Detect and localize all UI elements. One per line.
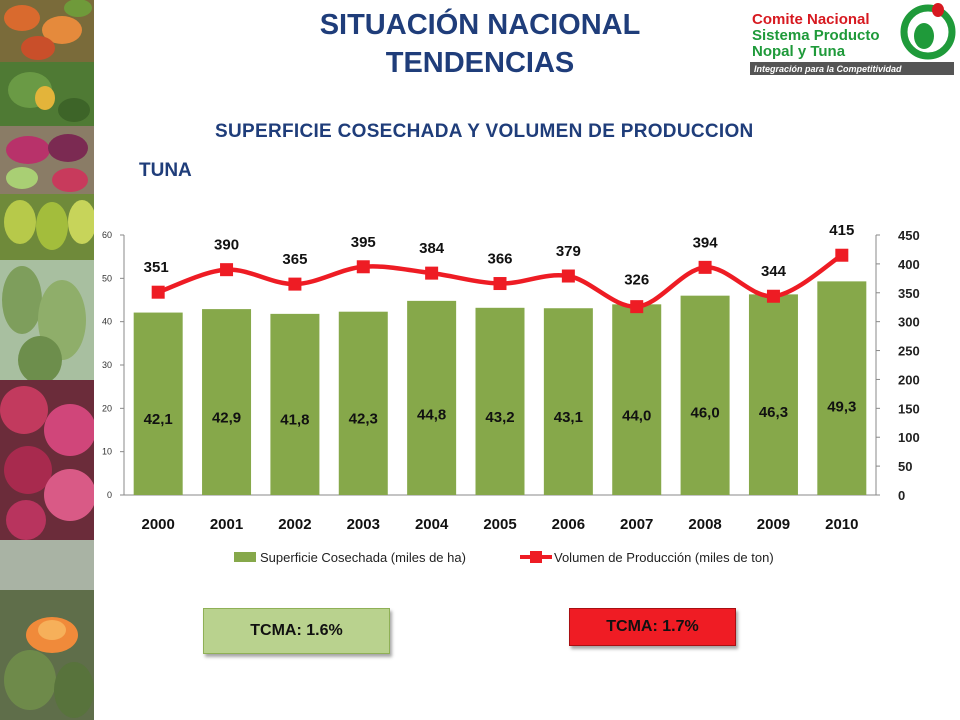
legend-bar-swatch	[234, 552, 256, 562]
bar-value-label: 44,0	[622, 408, 651, 425]
bar-value-label: 42,1	[144, 411, 173, 428]
line-marker	[835, 248, 849, 262]
x-tick-label: 2005	[483, 516, 516, 533]
bar-value-label: 44,8	[417, 406, 446, 423]
x-tick-label: 2004	[415, 516, 449, 533]
bar	[338, 311, 388, 495]
line-value-label: 326	[624, 272, 649, 289]
right-tick-label: 100	[898, 430, 920, 445]
right-tick-label: 200	[898, 372, 920, 387]
page-title: SITUACIÓN NACIONAL	[319, 9, 641, 41]
bar	[680, 295, 730, 495]
left-tick-label: 50	[102, 273, 112, 283]
bar-value-label: 42,9	[212, 409, 241, 426]
left-tick-label: 30	[102, 360, 112, 370]
line-marker	[630, 300, 644, 314]
line-value-label: 415	[829, 222, 854, 239]
area-growth-badge: TCMA: 1.6%	[203, 608, 390, 654]
line-marker	[766, 289, 780, 303]
red-tuna-photo	[0, 380, 94, 540]
production-line	[157, 253, 844, 309]
line-marker	[698, 260, 712, 274]
bar	[133, 312, 183, 495]
x-tick-label: 2000	[141, 516, 174, 533]
bar-value-label: 43,1	[554, 409, 583, 426]
logo-line-3: Nopal y Tuna	[752, 43, 846, 60]
nopal-logo-icon	[900, 3, 956, 60]
committee-logo: Comite Nacional Sistema Producto Nopal y…	[750, 3, 956, 75]
line-value-label: 365	[282, 251, 307, 268]
logo-line-2: Sistema Producto	[752, 27, 880, 44]
line-marker	[220, 263, 234, 277]
bar	[817, 281, 867, 495]
photo-strip	[0, 0, 94, 720]
x-tick-label: 2008	[688, 516, 721, 533]
x-tick-label: 2001	[210, 516, 243, 533]
bar-value-label: 46,3	[759, 404, 788, 421]
x-tick-label: 2002	[278, 516, 311, 533]
cactus-pad-photo	[0, 62, 94, 126]
line-value-label: 395	[351, 234, 376, 251]
right-tick-label: 150	[898, 401, 920, 416]
right-tick-label: 300	[898, 315, 920, 330]
left-tick-label: 0	[107, 490, 112, 500]
bar	[543, 308, 593, 495]
legend-line-marker	[530, 551, 542, 563]
x-tick-label: 2010	[825, 516, 858, 533]
bar-value-label: 41,8	[280, 411, 309, 428]
bar-value-label: 43,2	[485, 409, 514, 426]
line-marker	[425, 266, 439, 280]
bar	[475, 307, 525, 495]
right-tick-label: 400	[898, 257, 920, 272]
bar	[407, 300, 457, 495]
x-tick-label: 2009	[757, 516, 790, 533]
bar-value-label: 49,3	[827, 399, 856, 416]
line-value-label: 384	[419, 240, 445, 257]
right-tick-label: 450	[898, 228, 920, 243]
left-tick-label: 40	[102, 317, 112, 327]
logo-tagline: Integración para la Competitividad	[754, 64, 902, 74]
line-value-label: 344	[761, 263, 787, 280]
line-marker	[288, 277, 302, 291]
line-value-label: 351	[144, 259, 169, 276]
chart-title: SUPERFICIE COSECHADA Y VOLUMEN DE PRODUC…	[215, 121, 754, 142]
nopal-plant-photo	[0, 260, 94, 384]
legend-bar-label: Superficie Cosechada (miles de ha)	[260, 550, 466, 565]
green-tuna-photo	[0, 194, 94, 260]
bar-value-label: 42,3	[349, 411, 378, 428]
line-value-label: 366	[487, 251, 512, 268]
bar-value-label: 46,0	[690, 404, 719, 421]
right-tick-label: 0	[898, 488, 905, 503]
chart-section-label: TUNA	[139, 160, 192, 181]
logo-line-1: Comite Nacional	[752, 11, 870, 28]
bar	[612, 304, 662, 495]
page-subtitle: TENDENCIAS	[385, 47, 575, 79]
cactus-flower-photo	[0, 540, 94, 720]
x-tick-label: 2003	[347, 516, 380, 533]
cactus-fruit-photo	[0, 0, 94, 62]
line-marker	[151, 285, 165, 299]
prickly-pear-photo	[0, 126, 94, 194]
line-marker	[493, 277, 507, 291]
bar	[270, 313, 320, 495]
x-tick-label: 2007	[620, 516, 653, 533]
left-tick-label: 10	[102, 447, 112, 457]
x-tick-label: 2006	[552, 516, 585, 533]
line-value-label: 390	[214, 237, 239, 254]
line-marker	[561, 269, 575, 283]
left-tick-label: 20	[102, 403, 112, 413]
line-marker	[356, 260, 370, 274]
line-value-label: 394	[693, 234, 719, 251]
left-tick-label: 60	[102, 230, 112, 240]
volume-growth-badge: TCMA: 1.7%	[569, 608, 736, 646]
right-tick-label: 50	[898, 459, 912, 474]
legend-line-label: Volumen de Producción (miles de ton)	[554, 550, 774, 565]
bar	[202, 309, 252, 495]
line-value-label: 379	[556, 243, 581, 260]
right-tick-label: 250	[898, 344, 920, 359]
right-tick-label: 350	[898, 286, 920, 301]
bar	[748, 294, 798, 495]
